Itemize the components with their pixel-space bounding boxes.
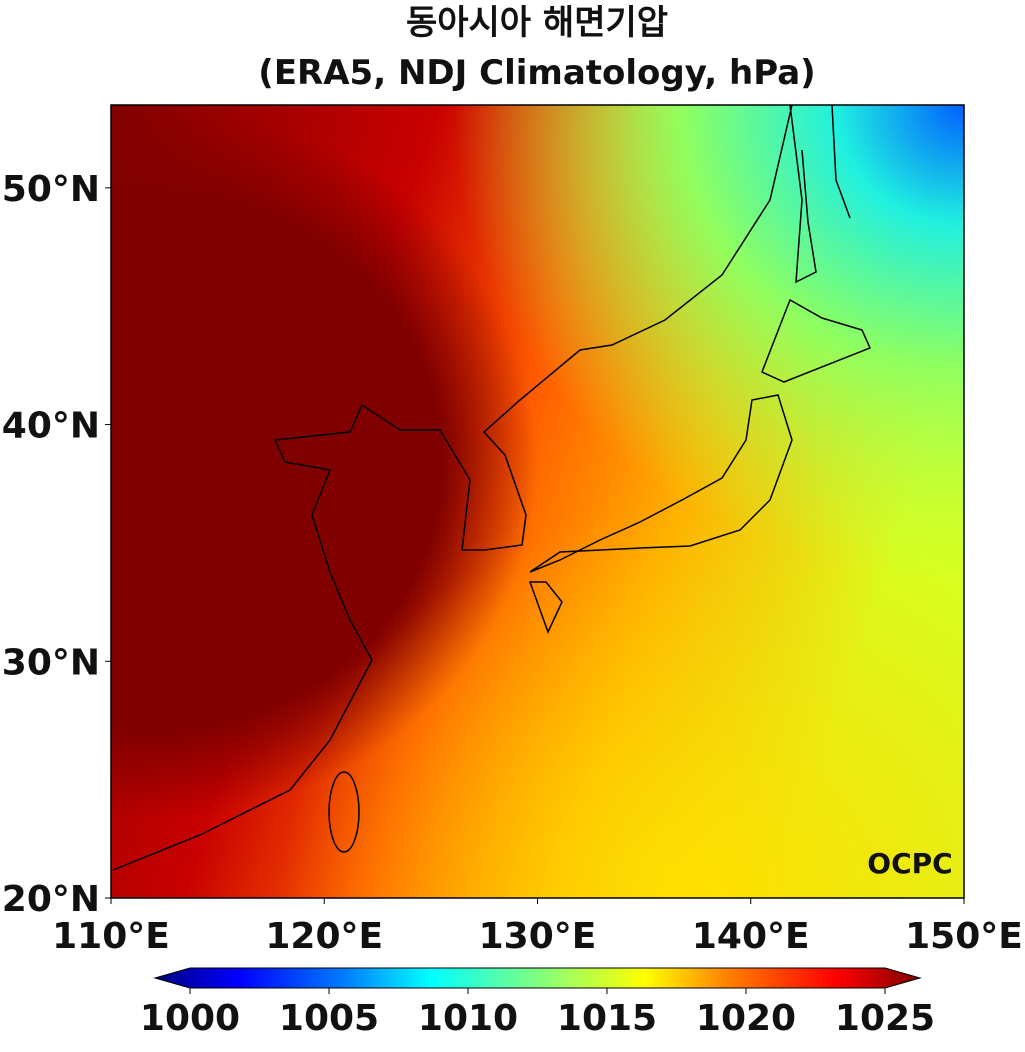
pressure-field: OCPC [111, 105, 964, 898]
colorbar-tick-label: 1000 [140, 998, 240, 1039]
y-tick-label: 40°N [2, 406, 100, 447]
watermark: OCPC [867, 847, 952, 880]
coastline [112, 105, 872, 871]
colorbar-tick-label: 1025 [835, 998, 935, 1039]
x-tick-label: 120°E [265, 916, 383, 957]
colorbar-tick-label: 1015 [557, 998, 657, 1039]
x-tick-label: 140°E [692, 916, 810, 957]
colorbar-tick-label: 1020 [696, 998, 796, 1039]
x-tick-label: 130°E [479, 916, 597, 957]
colorbar-tick-label: 1010 [418, 998, 518, 1039]
colorbar [153, 967, 922, 989]
x-tick-label: 150°E [905, 916, 1023, 957]
colorbar-bar [153, 967, 922, 989]
y-tick-label: 30°N [2, 642, 100, 683]
subtitle: (ERA5, NDJ Climatology, hPa) [258, 53, 815, 93]
colorbar-tick-label: 1005 [279, 998, 379, 1039]
y-tick-label: 50°N [2, 169, 100, 210]
x-tick-label: 110°E [52, 916, 170, 957]
y-tick-label: 20°N [2, 879, 100, 920]
title: 동아시아 해면기압 [406, 3, 668, 43]
